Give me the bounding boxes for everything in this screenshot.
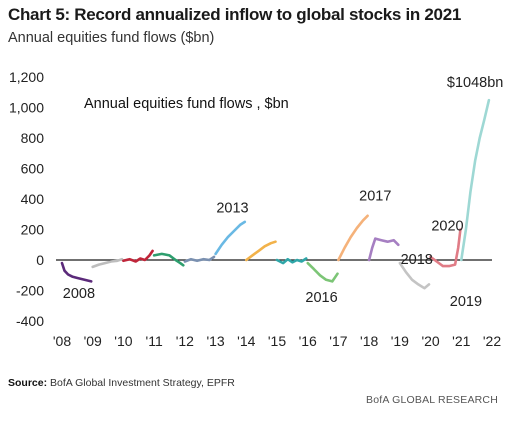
- annotation-label: 2019: [450, 294, 482, 310]
- fund-flows-chart: -400 -200 0 200 400 600 800 1,000 1,200 '08 '09 '1…: [9, 69, 504, 349]
- series-line: [91, 257, 124, 269]
- x-tick-label: '09: [84, 333, 102, 349]
- y-tick-label: 1,200: [9, 69, 44, 85]
- x-tick-label: '19: [391, 333, 409, 349]
- series-line: [214, 220, 247, 256]
- series-line: [122, 249, 154, 263]
- x-tick-label: '13: [206, 333, 224, 349]
- x-tick-label: '21: [452, 333, 470, 349]
- chart-subtitle: Annual equities fund flows ($bn): [8, 30, 215, 46]
- x-tick-label: '22: [483, 333, 501, 349]
- y-tick-label: 0: [36, 252, 44, 268]
- series-layer: [60, 98, 491, 290]
- series-line: [245, 240, 277, 262]
- series-line: [60, 261, 93, 283]
- x-axis: '08 '09 '10 '11 '12 '13 '14 '15 '16 '17 '18 '19 '20 '…: [53, 333, 501, 349]
- x-tick-label: '08: [53, 333, 71, 349]
- y-tick-label: 1,000: [9, 100, 44, 116]
- y-axis: -400 -200 0 200 400 600 800 1,000 1,200: [9, 69, 44, 329]
- source-text: BofA Global Investment Strategy, EPFR: [50, 377, 235, 389]
- annotation-label: 2013: [216, 201, 248, 217]
- x-tick-label: '10: [114, 333, 132, 349]
- x-tick-label: '14: [237, 333, 255, 349]
- x-tick-label: '18: [360, 333, 378, 349]
- brand-label: BofA GLOBAL RESEARCH: [366, 394, 498, 406]
- series-line: [460, 98, 491, 262]
- series-line: [337, 214, 369, 262]
- source-label: Source:: [8, 377, 48, 389]
- series-line: [398, 261, 431, 290]
- series-line: [306, 261, 339, 283]
- y-tick-label: -200: [16, 283, 44, 299]
- y-tick-label: 400: [21, 191, 45, 207]
- annotation-label: 2020: [431, 218, 463, 234]
- annotations: 2008 2013 2016 2017 2018 2020 2019 $1048bn: [63, 75, 504, 310]
- x-tick-label: '11: [146, 333, 163, 349]
- x-tick-label: '16: [299, 333, 317, 349]
- series-line: [367, 237, 400, 262]
- chart-title: Chart 5: Record annualized inflow to glo…: [8, 5, 462, 24]
- annotation-label: 2017: [359, 189, 391, 205]
- source-note: Source: BofA Global Investment Strategy,…: [8, 377, 235, 389]
- series-line: [183, 255, 216, 263]
- x-tick-label: '12: [176, 333, 194, 349]
- x-tick-label: '15: [268, 333, 286, 349]
- series-line: [275, 257, 308, 265]
- series-line: [152, 252, 185, 267]
- y-tick-label: 600: [21, 161, 45, 177]
- series-line: [429, 228, 462, 268]
- x-tick-label: '17: [329, 333, 347, 349]
- annotation-label: 2008: [63, 286, 95, 302]
- annotation-label: 2016: [305, 290, 337, 306]
- x-tick-label: '20: [421, 333, 439, 349]
- annotation-label: $1048bn: [447, 75, 503, 91]
- y-tick-label: 800: [21, 130, 45, 146]
- y-tick-label: -400: [16, 313, 44, 329]
- y-tick-label: 200: [21, 222, 45, 238]
- annotation-label: 2018: [401, 252, 433, 268]
- inner-chart-title: Annual equities fund flows , $bn: [84, 96, 289, 112]
